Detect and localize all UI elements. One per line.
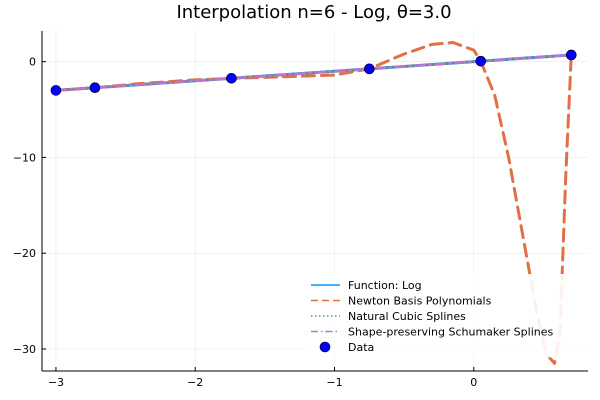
data-point [89, 82, 101, 93]
data-point [50, 85, 62, 96]
legend-label: Natural Cubic Splines [348, 310, 466, 323]
series-layer [54, 40, 573, 365]
data-point [226, 73, 237, 84]
x-tick-label: −3 [48, 376, 64, 389]
data-point [364, 63, 375, 75]
grid [42, 31, 588, 371]
data-points [50, 49, 577, 96]
x-tick-label: 0 [470, 376, 477, 389]
legend: Function: Log Newton Basis Polynomials Nat… [302, 274, 588, 358]
legend-label: Shape-preserving Schumaker Splines [348, 326, 553, 339]
data-point [475, 55, 487, 67]
axes: −3 −2 −1 00−10−20−30 [13, 31, 588, 389]
y-tick-label: 0 [29, 56, 36, 69]
legend-label: Data [348, 341, 374, 354]
x-tick-label: −1 [326, 376, 342, 389]
x-tick-label: −2 [187, 376, 203, 389]
chart-title: Interpolation n=6 - Log, θ=3.0 [176, 2, 451, 23]
legend-label: Function: Log [348, 279, 422, 292]
data-point [565, 49, 577, 61]
y-tick-label: −20 [13, 247, 36, 260]
legend-label: Newton Basis Polynomials [348, 295, 492, 308]
y-tick-label: −30 [13, 343, 36, 356]
series-line [54, 53, 573, 92]
legend-marker [319, 341, 331, 353]
y-tick-label: −10 [13, 151, 36, 164]
legend-box [302, 274, 588, 358]
